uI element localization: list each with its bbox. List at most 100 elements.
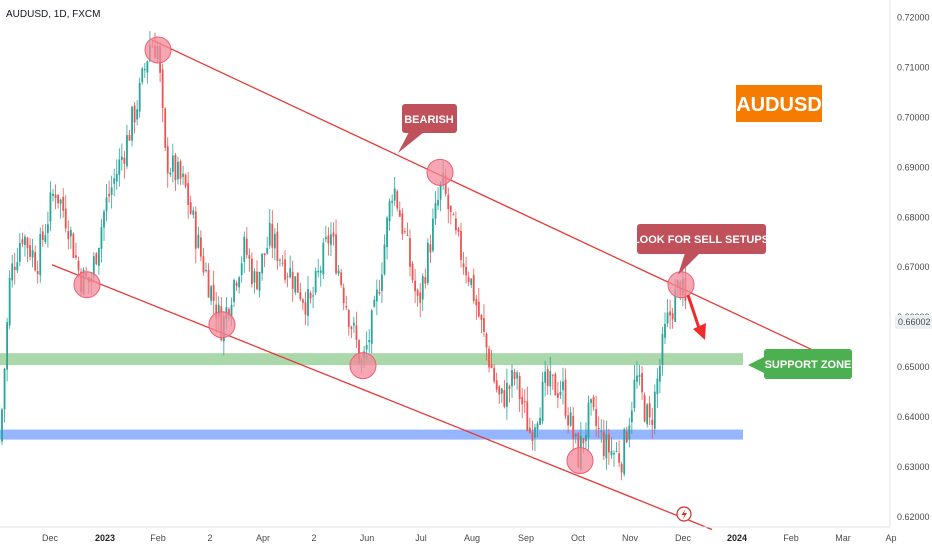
candle-body — [350, 326, 353, 329]
time-tick-label: Sep — [518, 533, 534, 543]
candle-body — [381, 274, 383, 291]
candle-body — [31, 250, 34, 258]
candle-body — [179, 161, 182, 179]
sell-setups-label: LOOK FOR SELL SETUPS — [633, 234, 769, 246]
candle-body — [212, 284, 215, 301]
time-axis[interactable]: Dec 2023 Feb 2 Apr 2 Jun Jul Aug Sep Oct Nov Dec 2024… — [0, 526, 897, 543]
candle-body — [483, 318, 485, 332]
candle-body — [314, 270, 317, 293]
candle-body — [664, 323, 666, 338]
candle-body — [256, 271, 258, 290]
candle-body — [597, 428, 600, 430]
candle-body — [13, 266, 16, 270]
candle-body — [398, 210, 401, 217]
candle-body — [536, 423, 539, 430]
candle-body — [449, 205, 452, 212]
candle-body — [424, 277, 427, 284]
candle-body — [299, 292, 302, 300]
candle-body — [610, 450, 613, 456]
candle-body — [452, 214, 455, 216]
candle-body — [207, 269, 210, 298]
candle-body — [490, 364, 493, 369]
candle-body — [661, 334, 664, 365]
candle-body — [414, 280, 416, 292]
bearish-callout[interactable]: BEARISH — [398, 104, 457, 153]
candle-body — [605, 434, 608, 459]
candle-body — [493, 367, 496, 382]
candle-body — [651, 419, 654, 425]
candle-body — [36, 271, 39, 275]
time-tick-label: Feb — [150, 533, 166, 543]
candle-body — [508, 386, 511, 389]
price-tick-label: 0.65000 — [897, 362, 930, 372]
candle-body — [488, 348, 490, 368]
candle-body — [656, 378, 659, 395]
candle-body — [460, 230, 462, 261]
candle-body — [118, 159, 121, 175]
lightning-icon[interactable] — [676, 506, 692, 522]
candle-body — [146, 61, 149, 73]
candle-body — [266, 247, 269, 254]
candle-body — [133, 105, 136, 123]
candle-body — [302, 299, 304, 303]
time-tick-label: 2023 — [95, 533, 115, 543]
candle-body — [39, 233, 42, 276]
time-tick-label: Apr — [256, 533, 270, 543]
candle-body — [355, 325, 358, 341]
candle-body — [439, 182, 442, 200]
candle-body — [549, 371, 552, 387]
touch-point-circle — [566, 447, 594, 475]
candle-body — [539, 417, 541, 425]
trend-lines — [51, 39, 813, 531]
candle-body — [523, 401, 526, 403]
candle-body — [24, 236, 26, 246]
candle-body — [429, 244, 432, 253]
candle-body — [202, 256, 205, 273]
price-tick-label: 0.63000 — [897, 462, 930, 472]
price-tick-label: 0.70000 — [897, 112, 930, 122]
touch-points — [73, 36, 695, 475]
candle-body — [353, 322, 355, 326]
candle-body — [330, 234, 332, 245]
touch-point-circle — [144, 36, 172, 64]
candle-body — [309, 292, 312, 299]
candle-body — [378, 291, 381, 294]
candle-body — [62, 196, 65, 211]
candle-body — [238, 277, 241, 288]
candle-body — [337, 270, 340, 274]
candle-body — [546, 369, 549, 386]
candle-body — [54, 194, 57, 199]
candle-body — [245, 238, 248, 255]
candle-body — [166, 146, 169, 174]
touch-point-circle — [667, 271, 695, 299]
candle-body — [75, 255, 77, 258]
time-tick-label: Dec — [42, 533, 59, 543]
candle-body — [404, 231, 406, 233]
sell-setups-callout[interactable]: LOOK FOR SELL SETUPS — [633, 224, 769, 275]
candle-body — [375, 289, 378, 302]
candle-body — [217, 304, 220, 317]
candle-body — [41, 231, 44, 241]
candle-body — [521, 396, 524, 405]
candle-body — [105, 197, 108, 212]
candle-body — [592, 397, 595, 408]
candle-body — [511, 370, 513, 387]
candle-body — [184, 174, 187, 187]
blue-zone — [0, 429, 743, 440]
candle-body — [388, 201, 391, 222]
candle-body — [551, 374, 554, 376]
candle-body — [528, 427, 531, 433]
support-zone-label: SUPPORT ZONE — [765, 359, 852, 371]
candle-body — [569, 412, 572, 426]
support-zone-callout[interactable]: SUPPORT ZONE — [748, 349, 852, 379]
candle-body — [582, 438, 585, 444]
candle-body — [638, 375, 641, 377]
candle-body — [322, 242, 325, 275]
candle-body — [95, 253, 98, 265]
candle-body — [136, 109, 139, 120]
candle-body — [141, 68, 144, 83]
candle-body — [587, 402, 590, 438]
candle-body — [317, 270, 320, 273]
lower-trend-line — [51, 264, 713, 531]
candle-body — [462, 263, 465, 268]
